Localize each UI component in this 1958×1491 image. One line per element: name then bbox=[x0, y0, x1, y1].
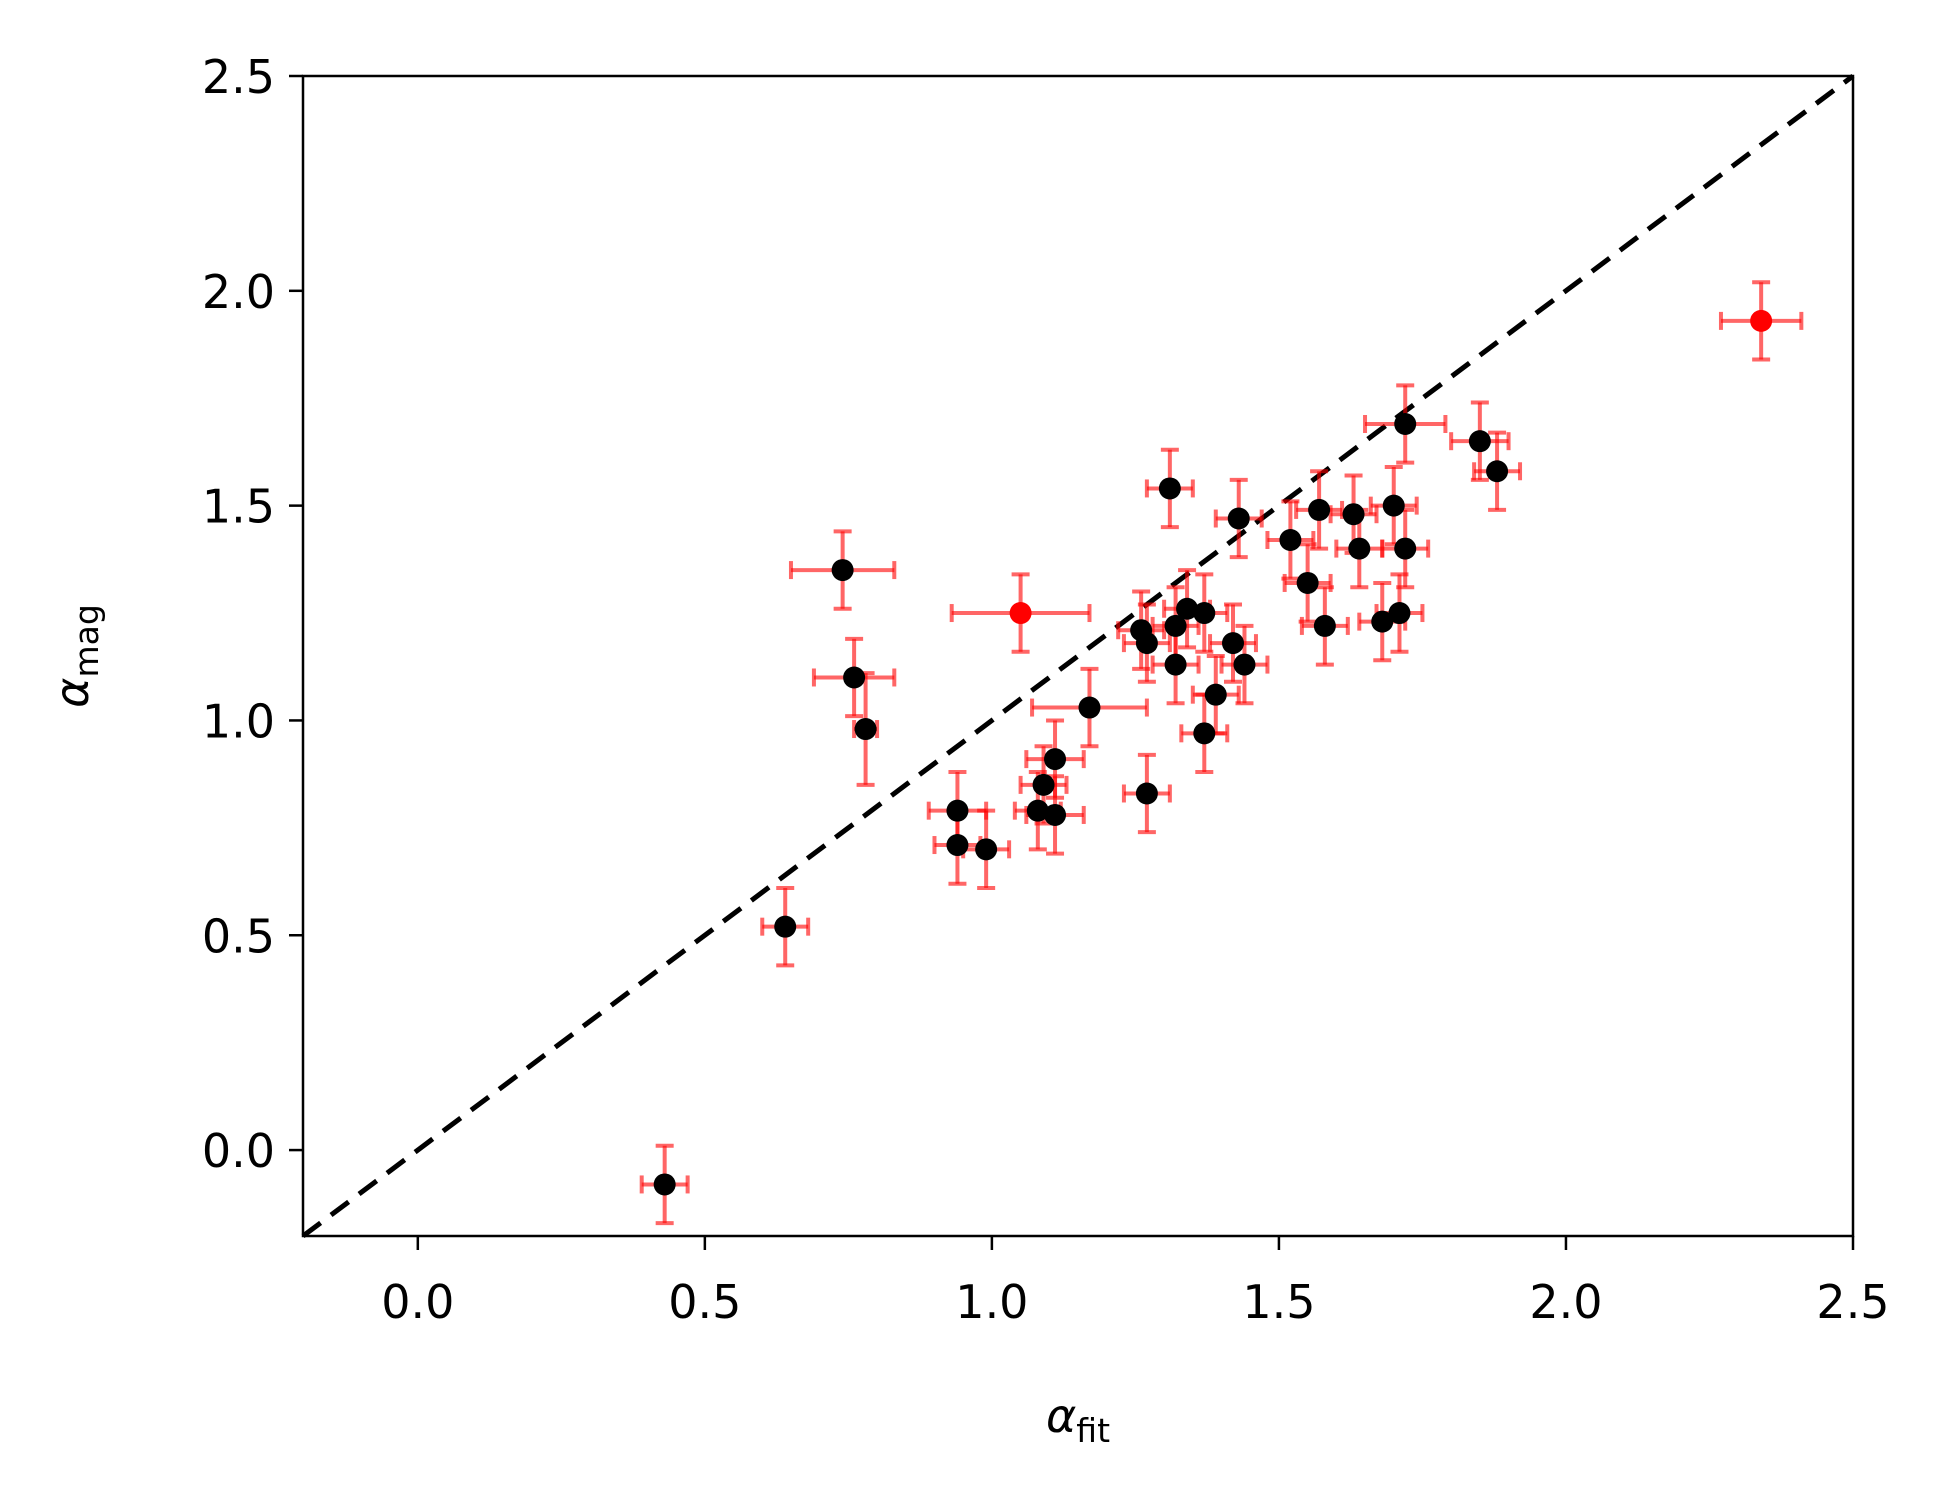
data-point bbox=[1222, 632, 1244, 655]
y-tick-label: 1.0 bbox=[202, 694, 275, 748]
data-point bbox=[1279, 529, 1302, 551]
x-axis-ticks: 0.0 0.5 1.0 1.5 2.0 2.5 bbox=[381, 1236, 1890, 1329]
data-point bbox=[1750, 309, 1773, 332]
data-point bbox=[1158, 477, 1181, 500]
data-point bbox=[1204, 683, 1227, 706]
data-point bbox=[653, 1173, 676, 1196]
y-axis-ticks: 0.0 0.5 1.0 1.5 2.0 2.5 bbox=[202, 50, 303, 1178]
data-point bbox=[975, 838, 998, 861]
y-axis-label: αmag bbox=[45, 604, 106, 708]
data-point bbox=[854, 718, 877, 741]
identity-dashed-line bbox=[301, 73, 1855, 1239]
data-point bbox=[1382, 494, 1405, 517]
y-tick-label: 1.5 bbox=[202, 480, 275, 534]
data-point bbox=[774, 915, 797, 938]
data-point bbox=[1308, 498, 1331, 521]
data-point bbox=[1486, 460, 1509, 483]
plot-frame bbox=[301, 74, 1855, 1238]
data-point bbox=[843, 666, 866, 689]
data-point bbox=[1193, 722, 1216, 745]
data-point bbox=[1468, 430, 1491, 453]
data-point bbox=[1371, 610, 1394, 633]
y-tick-label: 0.0 bbox=[202, 1124, 275, 1178]
x-tick-label: 1.5 bbox=[1242, 1275, 1315, 1329]
data-point bbox=[1032, 773, 1055, 796]
data-point bbox=[1078, 696, 1101, 719]
data-point bbox=[1342, 503, 1365, 526]
data-point bbox=[1227, 507, 1250, 530]
reference-line bbox=[301, 73, 1855, 1239]
data-point bbox=[1233, 653, 1256, 676]
data-point bbox=[1394, 537, 1417, 560]
data-point bbox=[1164, 653, 1187, 676]
data-points bbox=[653, 309, 1773, 1196]
data-point bbox=[1388, 602, 1411, 625]
x-tick-label: 0.0 bbox=[381, 1275, 454, 1329]
x-tick-label: 2.0 bbox=[1529, 1275, 1602, 1329]
data-point bbox=[1135, 632, 1158, 655]
data-point bbox=[1044, 748, 1067, 771]
y-tick-label: 2.5 bbox=[202, 50, 275, 104]
data-point bbox=[1296, 571, 1319, 594]
data-point bbox=[946, 799, 969, 822]
data-point bbox=[1164, 614, 1187, 637]
x-axis-label: αfit bbox=[1046, 1389, 1110, 1450]
data-point bbox=[1394, 413, 1417, 435]
data-point bbox=[1135, 782, 1158, 805]
x-tick-label: 0.5 bbox=[668, 1275, 741, 1329]
y-tick-label: 0.5 bbox=[202, 909, 275, 963]
data-point bbox=[1193, 602, 1216, 625]
data-point bbox=[1313, 614, 1336, 637]
data-point bbox=[946, 834, 969, 857]
data-point bbox=[1176, 597, 1199, 620]
data-point bbox=[831, 559, 854, 582]
data-point bbox=[1009, 602, 1032, 625]
data-point bbox=[1026, 799, 1049, 822]
y-tick-label: 2.0 bbox=[202, 265, 275, 319]
data-point bbox=[1044, 803, 1067, 826]
x-tick-label: 1.0 bbox=[955, 1275, 1028, 1329]
x-tick-label: 2.5 bbox=[1816, 1275, 1889, 1329]
data-point bbox=[1348, 537, 1371, 560]
